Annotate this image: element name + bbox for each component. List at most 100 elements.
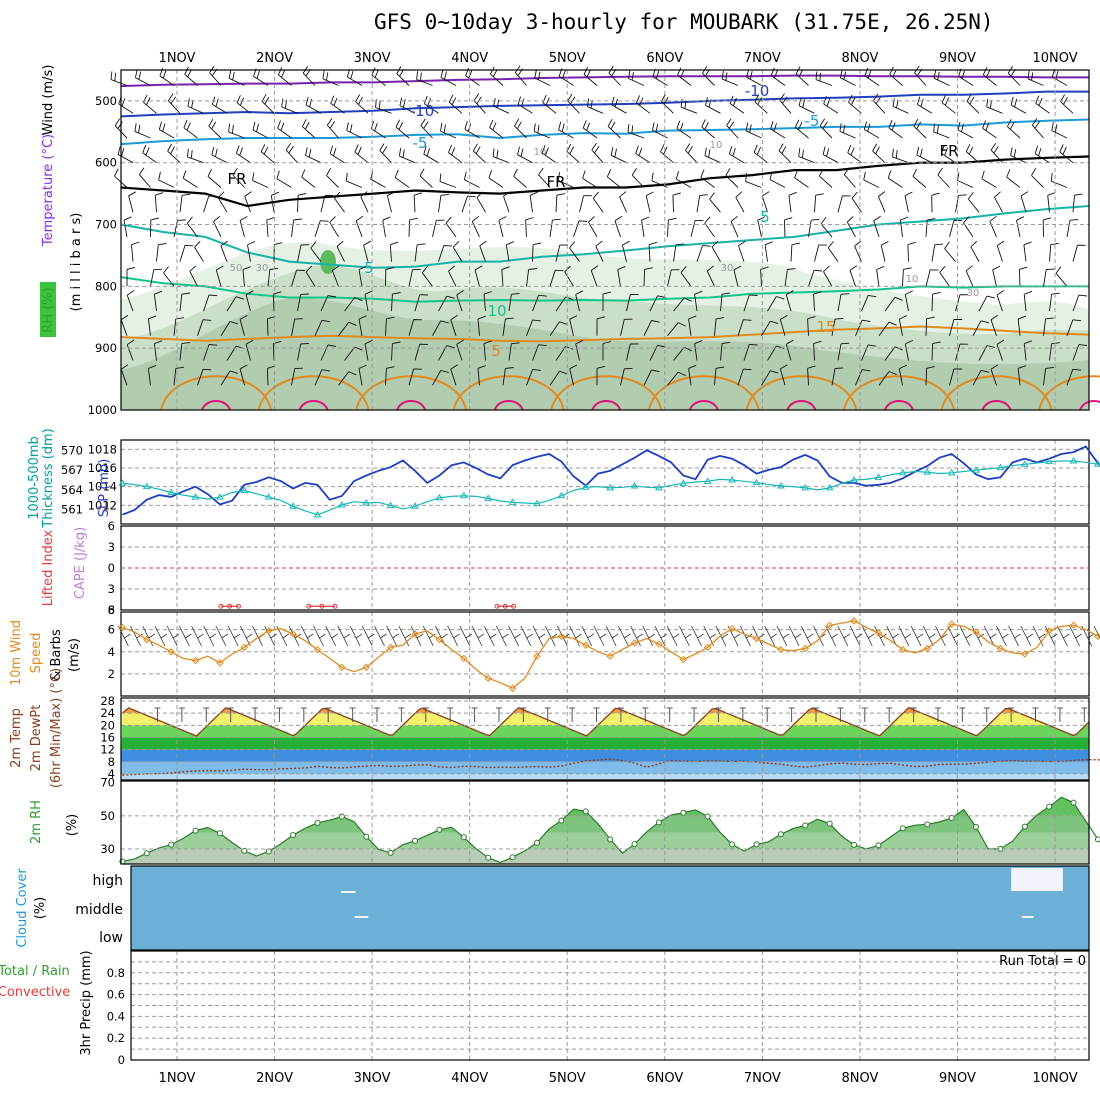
y-tick-left: 6: [108, 519, 115, 533]
surface-barb: [349, 625, 363, 647]
wind-barb: [1049, 292, 1060, 312]
panel-ylabel: (%): [33, 897, 48, 920]
wind-barb: [385, 316, 395, 336]
surface-barb: [605, 625, 619, 647]
minmax-bar: [422, 707, 429, 722]
thickness-point: [703, 477, 712, 484]
wind-barb: [128, 191, 137, 213]
wind-speed-point: [728, 624, 736, 633]
wind-barb: [514, 65, 527, 86]
run-total-label: Run Total = 0: [999, 954, 1086, 969]
surface-barb: [386, 625, 399, 647]
thickness-point: [1045, 457, 1054, 465]
wind-barb: [701, 119, 715, 139]
surface-barb: [313, 625, 326, 647]
wind-barb: [849, 265, 858, 287]
contour-label: FR: [227, 170, 246, 188]
panel-wind10m: 2 4 6 10m Wind Speed & Barbs (m/s): [9, 611, 1100, 697]
wind-barb: [596, 365, 606, 386]
cloud-level-label: middle: [75, 902, 123, 918]
thickness-point: [825, 483, 834, 491]
wind-barb: [925, 316, 935, 336]
rh-point: [729, 841, 736, 848]
wind-barb: [590, 265, 599, 287]
wind-barb: [413, 192, 423, 213]
wind-barb: [474, 265, 483, 287]
wind-barb: [517, 146, 533, 164]
wind-barb: [1020, 191, 1029, 213]
wind-barb: [672, 192, 681, 213]
wind-barb: [770, 67, 786, 86]
wind-barb: [252, 172, 269, 188]
thickness-line: [122, 460, 1100, 516]
wind-speed-point: [167, 648, 175, 656]
rh-point: [704, 813, 711, 820]
day-label-bottom: 6NOV: [646, 1071, 683, 1086]
minmax-bar: [642, 707, 649, 722]
wind-barb: [888, 120, 903, 139]
thickness-point: [533, 499, 541, 507]
thickness-point: [386, 501, 395, 509]
wind-barb: [794, 169, 809, 188]
surface-barb: [508, 625, 521, 647]
wind-barb: [439, 173, 457, 188]
panel-ylabel: Cloud Cover: [15, 868, 30, 948]
wind-barb: [168, 93, 181, 114]
y-tick-left: 3: [108, 582, 115, 596]
wind-barb: [635, 145, 651, 164]
wind-barb: [608, 65, 621, 86]
panel-ylabel: (m/s): [67, 638, 82, 672]
wind-barb: [1066, 319, 1082, 336]
wind-barb: [688, 364, 697, 386]
rh-point: [436, 826, 443, 833]
rh-point: [826, 820, 833, 827]
wind-barb: [220, 240, 228, 262]
wind-barb: [582, 170, 598, 188]
isotherm-line: [120, 205, 1090, 269]
wind-barb: [1006, 169, 1021, 188]
wind-barb: [1017, 315, 1027, 336]
y-tick: 28: [100, 694, 115, 708]
wind-barb: [794, 119, 809, 139]
surface-barb: [1093, 625, 1100, 639]
wind-barb: [557, 172, 574, 188]
isotherms: [120, 74, 1090, 343]
wind-barb: [513, 168, 527, 188]
wind-speed-markers: [118, 617, 1100, 692]
wind-barb: [583, 66, 598, 86]
wind-barb: [854, 240, 862, 262]
surface-barb: [459, 625, 473, 647]
wind-barb: [334, 191, 345, 213]
minmax-bar: [569, 707, 576, 722]
wind-barb: [477, 315, 486, 336]
wind-barb: [963, 216, 974, 238]
minmax-bar: [1008, 707, 1015, 722]
rh-point: [875, 842, 882, 849]
wind-barb: [281, 98, 298, 114]
wind-barb: [873, 93, 886, 114]
surface-barb: [788, 625, 802, 647]
wind-speed-point: [777, 645, 785, 654]
wind-barb: [354, 144, 369, 164]
wind-barb: [448, 94, 463, 114]
minmax-bar: [861, 707, 868, 722]
wind-barb: [398, 147, 416, 164]
wind-barb: [525, 217, 534, 237]
wind-barb: [297, 293, 309, 312]
wind-barb: [330, 95, 345, 114]
rh-point: [412, 837, 419, 844]
thickness-markers: [118, 457, 1100, 518]
wind-barb: [120, 314, 129, 336]
rh-point: [143, 850, 150, 857]
wind-barb: [981, 170, 997, 188]
wind-speed-point: [362, 663, 370, 671]
wind-barb: [925, 366, 935, 386]
wind-barb: [855, 319, 871, 336]
surface-barb: [447, 625, 460, 647]
isotherm-25-arc: [493, 400, 524, 411]
minmax-bar: [666, 707, 673, 722]
wind-barb: [933, 123, 950, 139]
minmax-bar: [764, 707, 771, 722]
wind-barb: [440, 122, 457, 139]
wind-barb: [147, 315, 157, 336]
